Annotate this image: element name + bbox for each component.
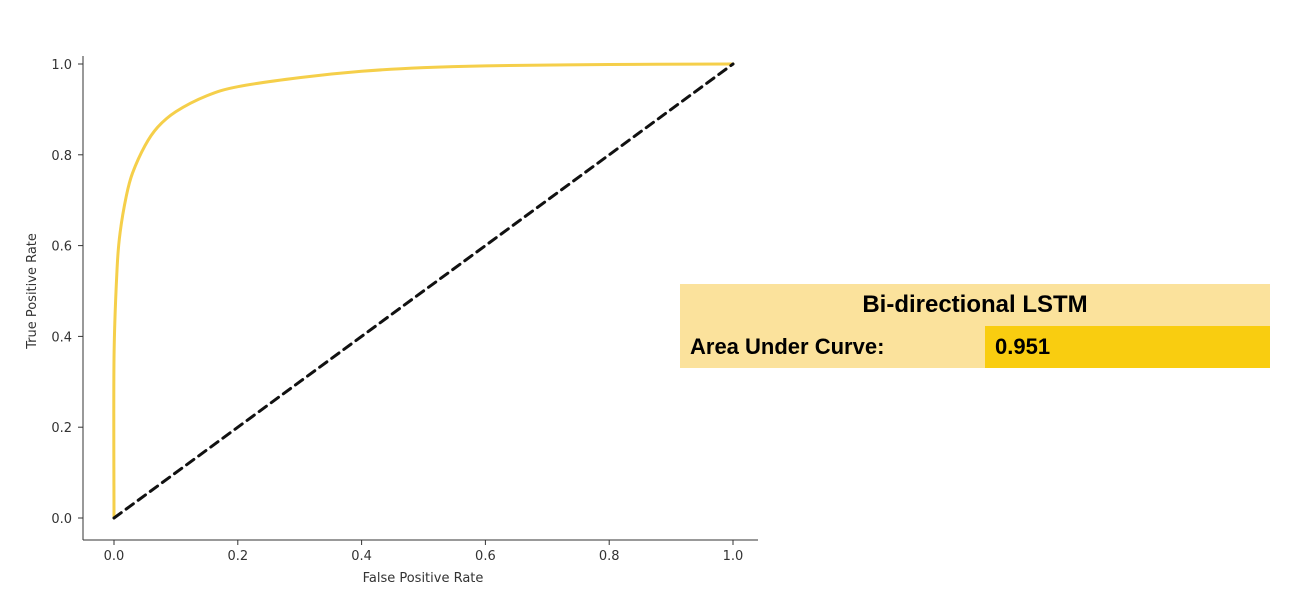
y-tick-label: 0.6: [51, 240, 72, 255]
x-tick-label: 0.2: [227, 549, 248, 564]
y-tick-label: 0.8: [51, 149, 72, 164]
y-tick-label: 0.0: [51, 512, 72, 527]
x-tick-label: 0.0: [104, 549, 125, 564]
y-tick-label: 0.2: [51, 421, 72, 436]
chart-series: [112, 62, 735, 520]
roc-curve-line: [112, 62, 735, 520]
y-tick-label: 1.0: [51, 58, 72, 73]
x-tick-label: 0.8: [599, 549, 620, 564]
summary-metric-row: Area Under Curve: 0.951: [680, 326, 1270, 368]
auc-summary-table: Bi-directional LSTM Area Under Curve: 0.…: [680, 284, 1270, 368]
metric-value: 0.951: [985, 326, 1270, 368]
x-tick-label: 1.0: [723, 549, 744, 564]
x-tick-label: 0.6: [475, 549, 496, 564]
roc-chart: 0.0 0.2 0.4 0.6 0.8 1.0 0.0 0.2 0.4 0.6 0.8 1.0 Fal…: [25, 56, 758, 586]
y-axis-label: True Positive Rate: [25, 233, 40, 350]
y-tick-label: 0.4: [51, 330, 72, 345]
metric-label: Area Under Curve:: [680, 326, 985, 368]
x-tick-label: 0.4: [351, 549, 372, 564]
chart-axes: [82, 56, 758, 541]
chance-line-line: [112, 62, 735, 520]
summary-title-row: Bi-directional LSTM: [680, 284, 1270, 326]
model-name: Bi-directional LSTM: [680, 284, 1270, 326]
x-axis-label: False Positive Rate: [363, 571, 484, 586]
chart-ticks: 0.0 0.2 0.4 0.6 0.8 1.0 0.0 0.2 0.4 0.6 0.8 1.0: [51, 58, 743, 564]
